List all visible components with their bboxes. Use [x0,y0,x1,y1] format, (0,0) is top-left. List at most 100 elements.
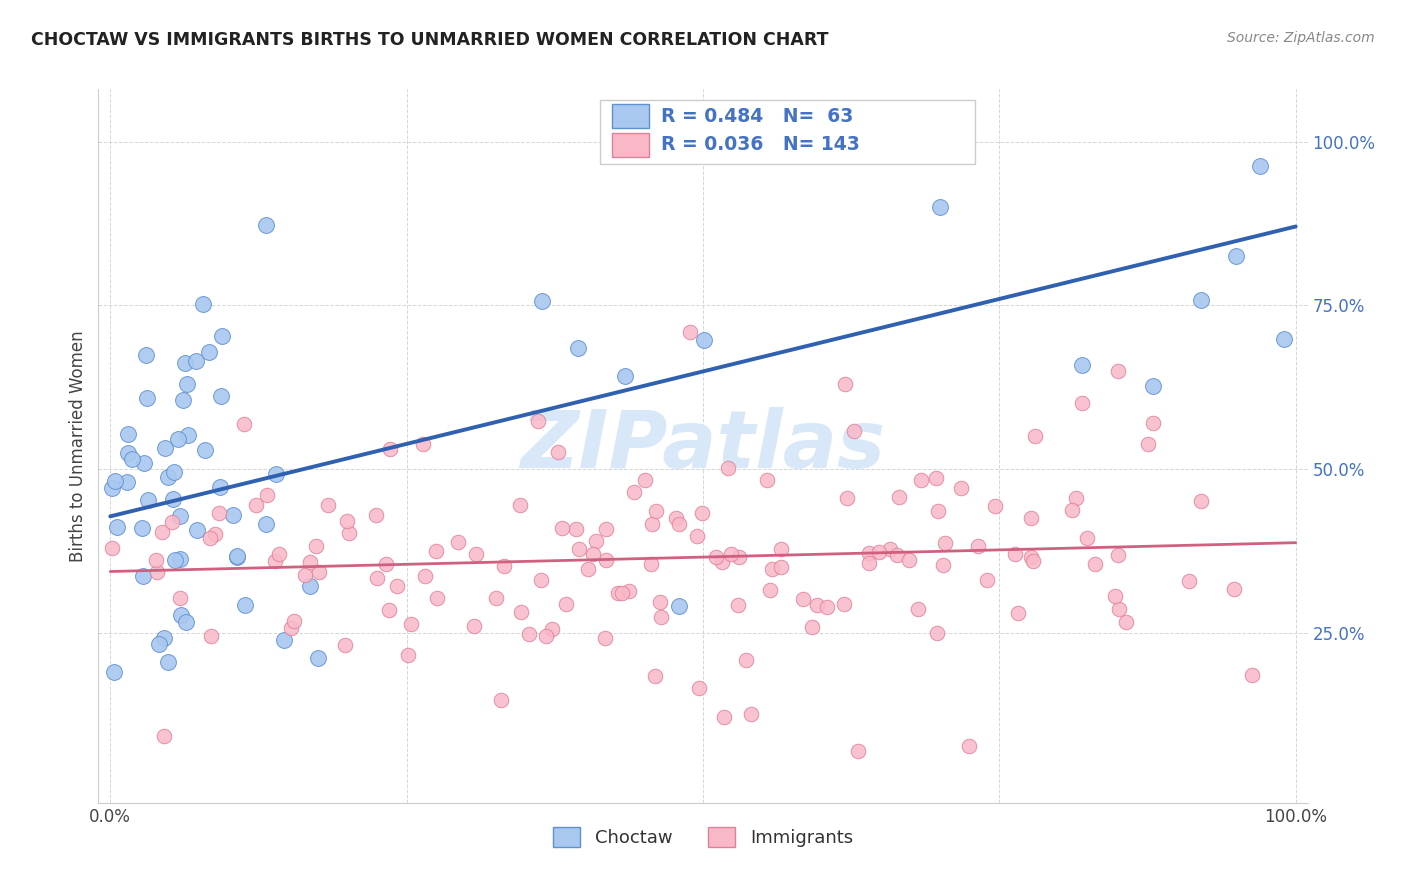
Point [131,521,153,535]
Point [1024,429,1046,443]
Point [976,573,998,587]
FancyBboxPatch shape [613,133,648,157]
Point [211,328,233,343]
Point [169,607,191,622]
Point [758,583,780,598]
Point [644,669,666,683]
Point [209,480,232,494]
Point [887,490,910,504]
Point [509,605,531,619]
Point [565,522,588,536]
Point [163,466,186,480]
Point [169,551,191,566]
Point [907,601,929,615]
Point [225,549,247,564]
Point [104,474,127,488]
Point [711,555,734,569]
Point [135,391,157,405]
Point [198,344,221,359]
Point [375,558,398,572]
Point [225,549,247,564]
Point [200,629,222,643]
Point [305,539,328,553]
Point [713,710,735,724]
Point [307,650,329,665]
Point [727,550,749,565]
Point [593,632,616,646]
Point [740,707,762,722]
Point [1004,547,1026,561]
Point [169,591,191,605]
Legend: Choctaw, Immigrants: Choctaw, Immigrants [546,820,860,855]
Point [1189,493,1212,508]
Point [412,437,434,451]
Point [233,598,256,612]
Point [534,629,557,643]
Point [318,498,340,512]
Point [492,558,515,573]
Y-axis label: Births to Unmarried Women: Births to Unmarried Women [69,330,87,562]
Text: R = 0.036   N= 143: R = 0.036 N= 143 [661,136,859,154]
Point [105,520,128,534]
Point [254,517,277,532]
Point [152,632,174,646]
Point [1064,491,1087,505]
Point [426,591,449,605]
Point [1019,549,1042,564]
Point [149,808,172,822]
Point [686,529,709,543]
Point [898,552,921,566]
Point [132,457,155,471]
Point [425,544,447,558]
Text: CHOCTAW VS IMMIGRANTS BIRTHS TO UNMARRIED WOMEN CORRELATION CHART: CHOCTAW VS IMMIGRANTS BIRTHS TO UNMARRIE… [31,31,828,49]
Point [530,573,553,587]
Point [756,473,779,487]
Point [163,553,186,567]
Point [256,487,278,501]
Point [595,553,617,567]
Point [280,621,302,635]
Point [927,626,949,640]
Point [623,484,645,499]
Point [770,542,793,557]
Point [264,467,287,482]
FancyBboxPatch shape [600,100,976,164]
Point [173,356,195,370]
Point [910,473,932,487]
Point [610,586,633,600]
Text: Source: ZipAtlas.com: Source: ZipAtlas.com [1227,31,1375,45]
Point [641,516,664,531]
Point [1240,668,1263,682]
Point [815,599,838,614]
Point [858,557,880,571]
Point [148,637,170,651]
Text: R = 0.484   N=  63: R = 0.484 N= 63 [661,107,853,126]
Point [162,491,184,506]
Point [184,354,207,368]
Point [117,427,139,442]
Point [531,294,554,309]
Point [648,594,671,608]
Point [1007,606,1029,620]
Point [727,598,749,612]
Point [204,527,226,541]
Point [273,632,295,647]
Point [966,540,988,554]
Point [834,376,856,391]
Point [568,541,591,556]
Point [792,592,814,607]
Point [176,377,198,392]
Point [308,566,330,580]
Point [1060,503,1083,517]
Point [929,200,952,214]
Point [101,482,124,496]
Point [668,599,690,613]
Point [135,348,157,362]
Point [1136,437,1159,451]
Point [299,579,322,593]
Point [934,535,956,549]
Point [396,648,419,662]
Point [927,504,949,518]
Point [283,615,305,629]
Point [121,452,143,467]
